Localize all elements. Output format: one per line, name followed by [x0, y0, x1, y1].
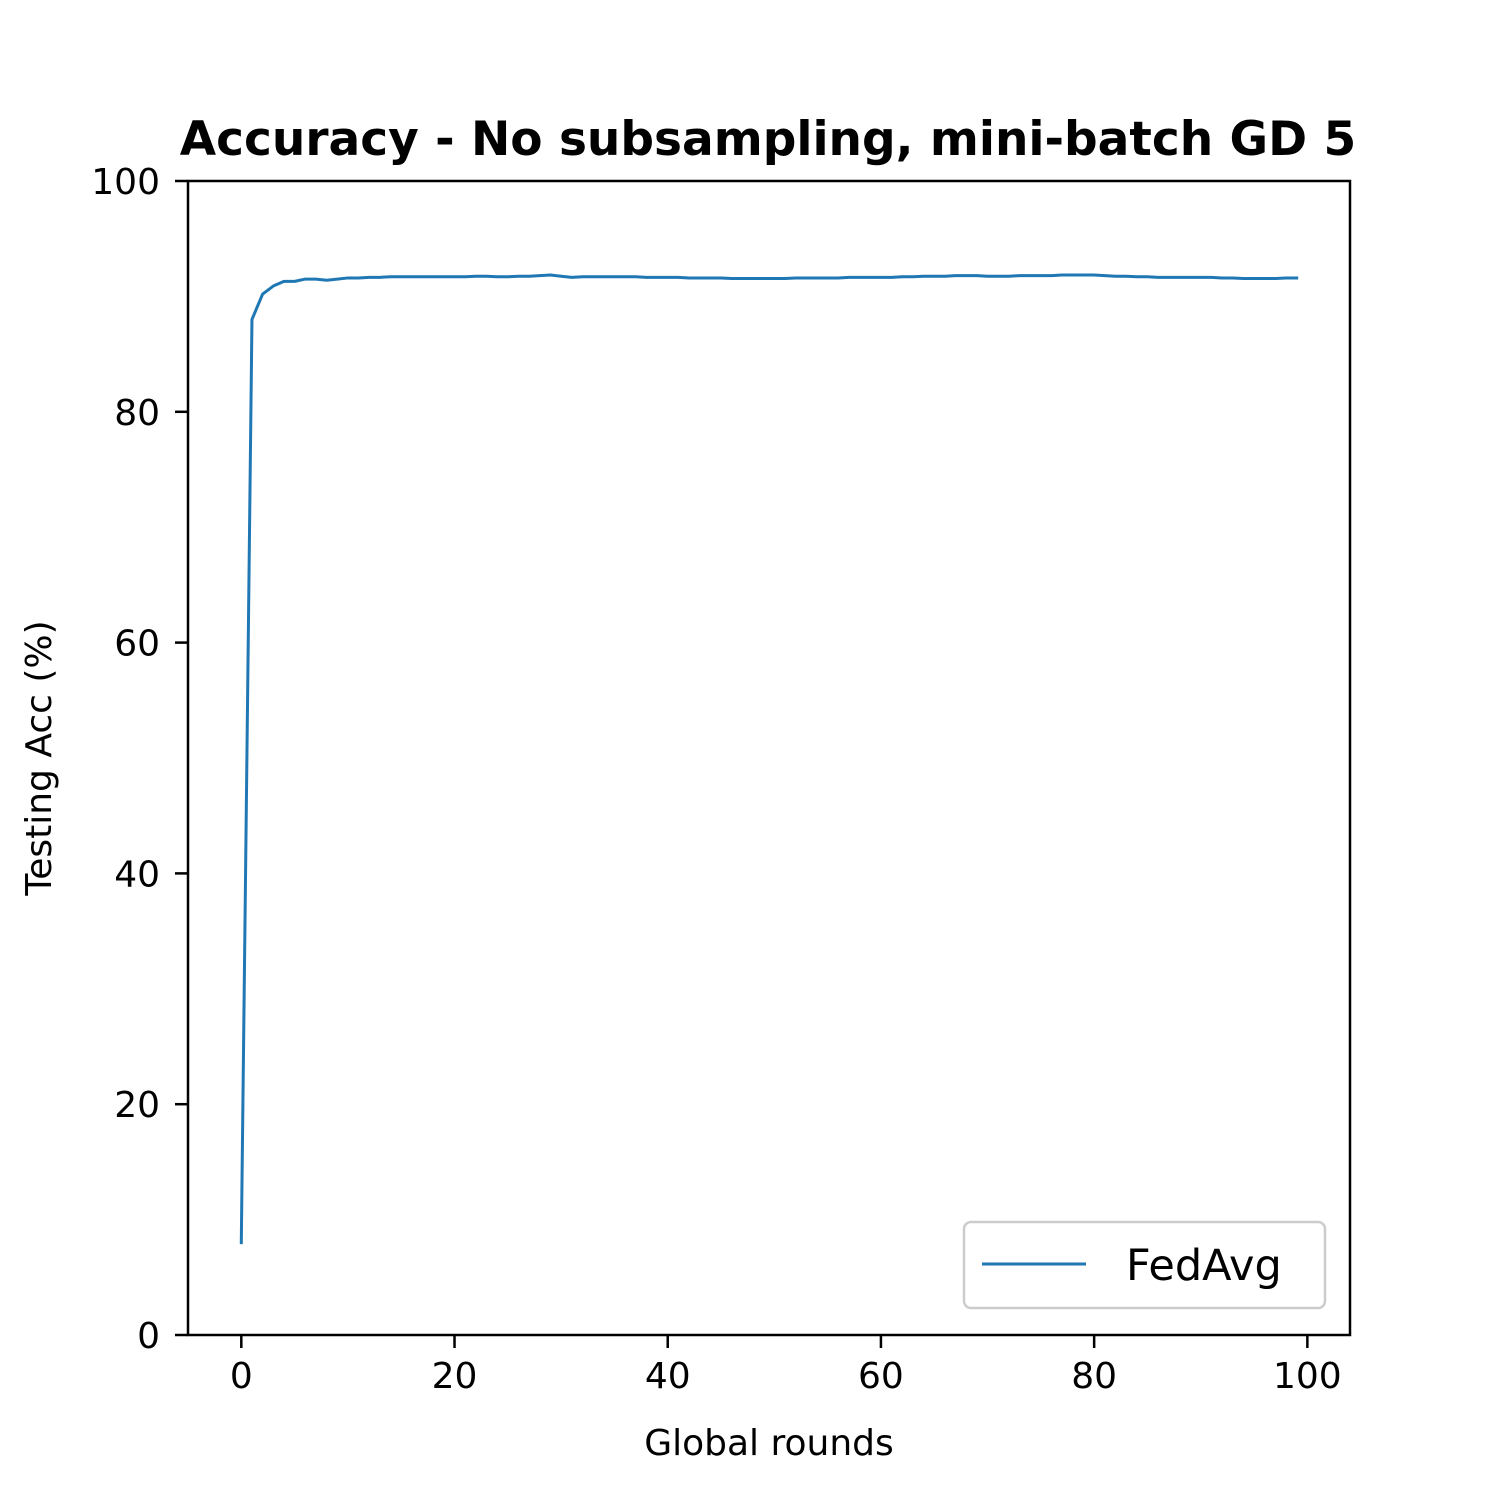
y-tick-label: 80	[114, 393, 160, 434]
x-tick-label: 20	[432, 1356, 478, 1397]
x-tick-label: 60	[858, 1356, 904, 1397]
legend-label-fedavg: FedAvg	[1126, 1241, 1282, 1291]
y-axis-label: Testing Acc (%)	[19, 620, 60, 896]
x-tick-label: 100	[1273, 1356, 1342, 1397]
x-tick-label: 0	[230, 1356, 253, 1397]
plot-frame	[186, 179, 1352, 1337]
y-tick-label: 20	[114, 1085, 160, 1126]
y-tick-label: 40	[114, 854, 160, 895]
x-axis-label: Global rounds	[644, 1423, 894, 1464]
series-line-fedavg	[239, 273, 1299, 1245]
series-layer	[239, 273, 1299, 1245]
plot-area	[186, 179, 1352, 1337]
chart-title: Accuracy - No subsampling, mini-batch GD…	[180, 112, 1356, 167]
x-tick-label: 40	[645, 1356, 691, 1397]
y-tick-label: 60	[114, 624, 160, 665]
legend: FedAvg	[962, 1220, 1327, 1310]
y-tick-label: 100	[91, 162, 160, 203]
x-tick-label: 80	[1071, 1356, 1117, 1397]
y-tick-label: 0	[137, 1316, 160, 1357]
x-axis: 0 20 40 60 80 100	[230, 1335, 1342, 1397]
y-axis: 0 20 40 60 80 100	[91, 162, 188, 1357]
legend-box	[962, 1220, 1327, 1310]
